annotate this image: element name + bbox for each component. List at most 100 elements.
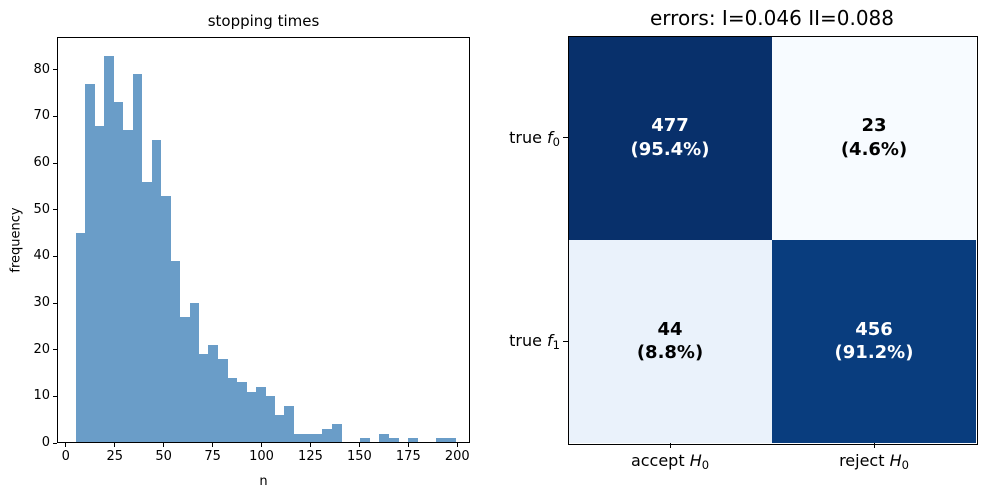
x-tick-label: 150	[346, 449, 372, 464]
cell-count: 23	[861, 115, 887, 137]
row-label-subscript: 0	[552, 135, 560, 150]
cell-percent: (91.2%)	[834, 342, 914, 364]
row-label-true-f1: true f1	[420, 330, 560, 352]
histogram-bar	[255, 387, 266, 443]
col-label-reject-h0: reject H0	[772, 451, 976, 472]
y-tick-mark	[53, 209, 57, 211]
cell-true-f0-accept: 477 (95.4%)	[568, 36, 772, 240]
y-tick-label: 30	[33, 295, 50, 310]
histogram-bar	[189, 303, 200, 443]
histogram-bar	[85, 83, 95, 443]
histogram-bar	[75, 233, 86, 443]
matrix-col-tick	[670, 443, 671, 448]
histogram-bar	[113, 102, 124, 443]
y-tick-mark	[53, 255, 57, 257]
confusion-matrix: 477 (95.4%) 23 (4.6%) 44 (8.8%) 456 (91.…	[568, 36, 976, 443]
x-tick-label: 175	[395, 449, 421, 464]
histogram-bar	[236, 382, 247, 443]
matrix-row-tick	[563, 341, 568, 342]
histogram-bar	[445, 438, 456, 443]
cell-count: 44	[657, 318, 683, 340]
x-tick-label: 25	[106, 449, 123, 464]
cell-true-f1-accept: 44 (8.8%)	[568, 239, 772, 443]
x-tick-label: 200	[444, 449, 470, 464]
row-label-true-f0: true f0	[420, 127, 560, 149]
cell-percent: (4.6%)	[840, 138, 908, 160]
col-label-subscript: 0	[901, 458, 909, 473]
histogram-bar	[303, 433, 314, 443]
matrix-col-tick	[874, 443, 875, 448]
histogram-bar	[217, 359, 228, 443]
row-label-symbol: f	[547, 128, 553, 147]
histogram-bar	[227, 377, 238, 443]
y-tick-mark	[53, 442, 57, 444]
histogram-bar	[142, 181, 152, 443]
cell-percent: (8.8%)	[636, 342, 704, 364]
cell-count: 477	[651, 115, 689, 137]
histogram-bar	[208, 345, 219, 443]
col-label-accept-h0: accept H0	[568, 451, 772, 472]
cell-true-f0-reject: 23 (4.6%)	[772, 36, 976, 240]
histogram-bar	[94, 125, 105, 443]
col-label-symbol: H	[689, 451, 702, 470]
y-tick-mark	[53, 162, 57, 164]
y-tick-label: 60	[33, 155, 50, 170]
histogram-bar	[322, 429, 333, 443]
x-tick-label: 50	[155, 449, 172, 464]
histogram-bar	[180, 317, 190, 443]
matrix-row-tick	[563, 137, 568, 138]
y-tick-label: 50	[33, 201, 50, 217]
histogram-plot-area	[57, 37, 470, 443]
y-tick-mark	[53, 69, 57, 71]
col-label-text: accept	[630, 451, 690, 470]
x-tick-mark	[407, 443, 409, 447]
y-tick-label: 20	[33, 341, 50, 357]
y-tick-label: 0	[41, 435, 50, 450]
x-tick-mark	[456, 443, 458, 447]
histogram-bar	[151, 139, 162, 443]
histogram-bar	[161, 195, 171, 443]
histogram-bar	[407, 438, 418, 443]
histogram-bar	[199, 354, 209, 443]
col-label-subscript: 0	[701, 458, 710, 473]
row-label-symbol: f	[547, 331, 553, 350]
y-tick-label: 70	[33, 108, 50, 124]
y-tick-label: 80	[33, 61, 50, 77]
histogram-bar	[246, 391, 257, 443]
cell-true-f1-reject: 456 (91.2%)	[772, 239, 976, 443]
x-tick-label: 0	[61, 449, 70, 464]
y-tick-label: 40	[33, 248, 50, 264]
col-label-text: reject	[839, 451, 890, 470]
row-label-subscript: 1	[552, 338, 560, 353]
histogram-bar	[170, 261, 181, 443]
histogram-bar	[123, 130, 133, 443]
histogram-bar	[284, 405, 295, 443]
histogram-bar	[388, 438, 399, 443]
histogram-bar	[293, 433, 304, 443]
cell-percent: (95.4%)	[630, 138, 710, 160]
x-tick-mark	[65, 443, 67, 447]
histogram-bar	[379, 433, 390, 443]
y-tick-mark	[53, 395, 57, 397]
x-tick-label: 125	[298, 449, 323, 464]
x-tick-mark	[163, 443, 165, 447]
histogram-bar	[274, 415, 285, 443]
histogram-bar	[360, 438, 371, 443]
histogram-title: stopping times	[207, 12, 320, 30]
x-tick-mark	[358, 443, 360, 447]
x-tick-mark	[261, 443, 263, 447]
y-tick-mark	[53, 115, 57, 117]
x-tick-mark	[212, 443, 214, 447]
histogram-bar	[265, 396, 276, 443]
cell-count: 456	[855, 318, 893, 340]
x-tick-label: 100	[249, 449, 274, 464]
x-tick-mark	[114, 443, 116, 447]
row-label-text: true	[509, 128, 548, 147]
histogram-bar	[132, 74, 143, 443]
histogram-bar	[436, 438, 447, 443]
y-tick-label: 10	[33, 388, 50, 404]
confusion-matrix-title: errors: I=0.046 II=0.088	[649, 6, 894, 30]
row-label-text: true	[509, 331, 548, 350]
y-tick-mark	[53, 302, 57, 304]
